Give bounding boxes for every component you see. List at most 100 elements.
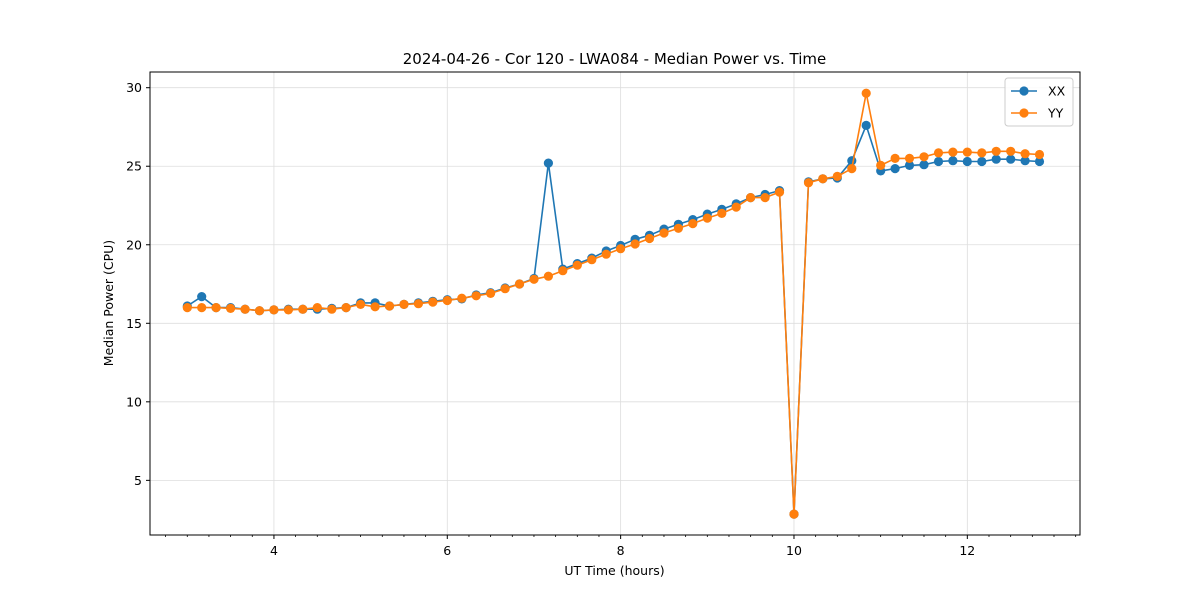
data-point-yy — [962, 147, 972, 157]
data-point-yy — [832, 171, 842, 181]
data-point-yy — [298, 304, 308, 314]
y-tick-label: 30 — [126, 80, 142, 95]
data-point-yy — [890, 153, 900, 163]
data-point-yy — [601, 249, 611, 259]
data-point-xx — [977, 156, 987, 167]
data-point-yy — [197, 303, 207, 313]
data-point-xx — [1006, 154, 1016, 164]
data-point-xx — [847, 156, 857, 166]
y-axis-ticks: 5 10 15 20 25 30 — [126, 80, 150, 488]
data-point-xx — [948, 156, 958, 166]
data-point-xx — [904, 160, 915, 170]
data-point-yy — [341, 303, 351, 313]
data-point-xx — [890, 164, 900, 174]
data-point-yy — [442, 295, 452, 306]
data-point-yy — [904, 153, 915, 163]
data-point-yy — [529, 274, 539, 284]
data-point-yy — [428, 297, 438, 307]
data-point-xx — [543, 158, 554, 168]
legend-marker-yy — [1019, 108, 1029, 118]
x-tick-label: 10 — [786, 543, 802, 558]
data-point-yy — [847, 164, 857, 174]
data-point-yy — [760, 193, 770, 203]
data-point-xx — [962, 156, 972, 167]
legend: XX YY — [1004, 77, 1074, 127]
data-point-yy — [312, 303, 322, 313]
legend-label-xx: XX — [1048, 84, 1066, 99]
data-point-yy — [731, 202, 741, 212]
data-point-yy — [269, 305, 279, 315]
data-point-yy — [933, 148, 944, 158]
data-point-yy — [384, 301, 395, 311]
y-tick-label: 25 — [126, 159, 142, 174]
x-tick-label: 8 — [617, 543, 625, 558]
data-point-yy — [746, 193, 756, 203]
data-point-xx — [919, 160, 929, 170]
x-axis-label: UT Time (hours) — [564, 563, 664, 578]
data-point-yy — [182, 303, 192, 313]
data-point-yy — [630, 239, 640, 249]
data-point-yy — [240, 304, 250, 314]
y-tick-label: 15 — [126, 316, 142, 331]
data-point-yy — [876, 160, 886, 170]
data-point-yy — [1034, 149, 1045, 160]
x-tick-label: 12 — [959, 543, 975, 558]
data-point-yy — [500, 284, 510, 294]
data-point-yy — [717, 208, 727, 218]
legend-label-yy: YY — [1047, 106, 1064, 121]
data-point-yy — [616, 244, 626, 254]
data-point-yy — [226, 303, 236, 313]
data-point-xx — [197, 292, 207, 302]
data-point-yy — [572, 260, 582, 270]
data-point-yy — [818, 174, 828, 184]
data-point-yy — [991, 146, 1001, 156]
data-point-xx — [861, 120, 871, 130]
data-point-yy — [254, 306, 265, 316]
data-point-xx — [1020, 156, 1030, 166]
series-layer — [182, 88, 1045, 519]
plot-frame — [149, 71, 1081, 536]
data-point-yy — [471, 291, 481, 301]
data-point-yy — [948, 147, 958, 157]
data-point-yy — [861, 88, 871, 98]
data-point-yy — [1006, 146, 1016, 156]
data-point-yy — [211, 303, 221, 313]
data-point-yy — [1020, 149, 1030, 159]
data-point-yy — [399, 299, 409, 309]
data-point-yy — [587, 255, 597, 265]
x-axis-ticks: 4 6 8 10 12 — [165, 535, 1077, 558]
data-point-yy — [803, 178, 814, 188]
data-point-yy — [919, 152, 929, 162]
y-tick-label: 10 — [126, 394, 142, 409]
data-point-xx — [933, 156, 944, 167]
data-point-yy — [688, 219, 698, 229]
data-point-yy — [644, 233, 655, 244]
data-point-yy — [543, 271, 554, 281]
data-point-xx — [991, 154, 1001, 164]
data-point-yy — [774, 187, 785, 197]
data-point-yy — [457, 293, 467, 303]
y-tick-label: 5 — [134, 473, 142, 488]
chart-title: 2024-04-26 - Cor 120 - LWA084 - Median P… — [403, 50, 827, 68]
data-point-yy — [514, 279, 525, 289]
x-tick-label: 6 — [443, 543, 451, 558]
data-point-yy — [356, 299, 366, 309]
data-point-yy — [789, 509, 799, 519]
data-point-yy — [283, 305, 293, 315]
data-point-yy — [558, 266, 568, 276]
legend-marker-xx — [1019, 86, 1029, 96]
data-point-yy — [702, 213, 712, 223]
data-point-yy — [659, 228, 669, 238]
data-point-yy — [673, 223, 684, 233]
data-point-yy — [977, 148, 987, 158]
data-point-yy — [370, 302, 380, 312]
y-axis-label: Median Power (CPU) — [101, 240, 116, 366]
data-point-yy — [486, 288, 496, 298]
data-point-xx — [1034, 156, 1045, 167]
data-point-yy — [413, 299, 423, 309]
data-point-yy — [327, 304, 337, 314]
y-tick-label: 20 — [126, 237, 142, 252]
x-tick-label: 4 — [270, 543, 278, 558]
